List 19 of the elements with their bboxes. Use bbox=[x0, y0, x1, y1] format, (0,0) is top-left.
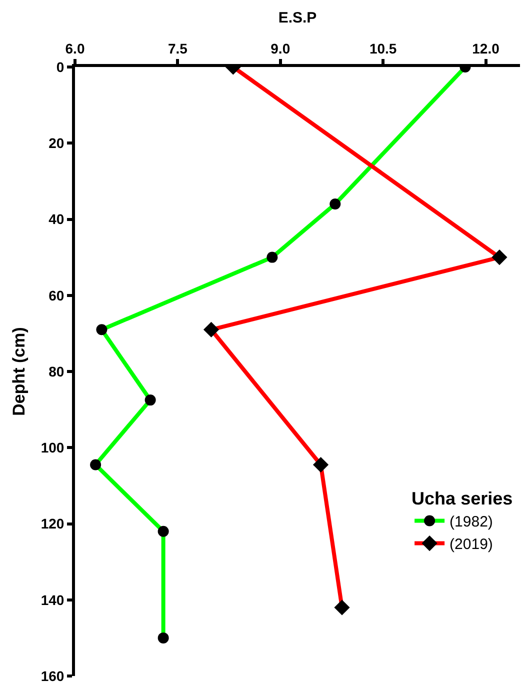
legend-label: (2019) bbox=[450, 536, 493, 554]
y-tick-label: 80 bbox=[48, 363, 64, 380]
y-tick-label: 140 bbox=[40, 592, 64, 608]
y-tick-label: 20 bbox=[48, 135, 64, 152]
y-tick-label: 0 bbox=[56, 58, 64, 75]
x-tick-label: 6.0 bbox=[65, 40, 85, 56]
y-tick-label: 120 bbox=[40, 516, 64, 532]
y-tick-label: 60 bbox=[48, 287, 64, 304]
x-tick-label: 10.5 bbox=[369, 40, 397, 56]
x-tick-label: 7.5 bbox=[168, 40, 188, 56]
legend-label: (1982) bbox=[450, 514, 493, 531]
y-tick-label: 160 bbox=[40, 668, 64, 684]
y-tick-label: 40 bbox=[48, 211, 64, 228]
x-tick-label: 12.0 bbox=[472, 40, 500, 56]
x-axis-title: E.S.P bbox=[278, 10, 317, 27]
y-tick-label: 100 bbox=[40, 440, 64, 456]
x-tick-label: 9.0 bbox=[270, 40, 290, 56]
legend-title: Ucha series bbox=[412, 488, 513, 509]
y-axis-title: Depht (cm) bbox=[9, 327, 28, 416]
